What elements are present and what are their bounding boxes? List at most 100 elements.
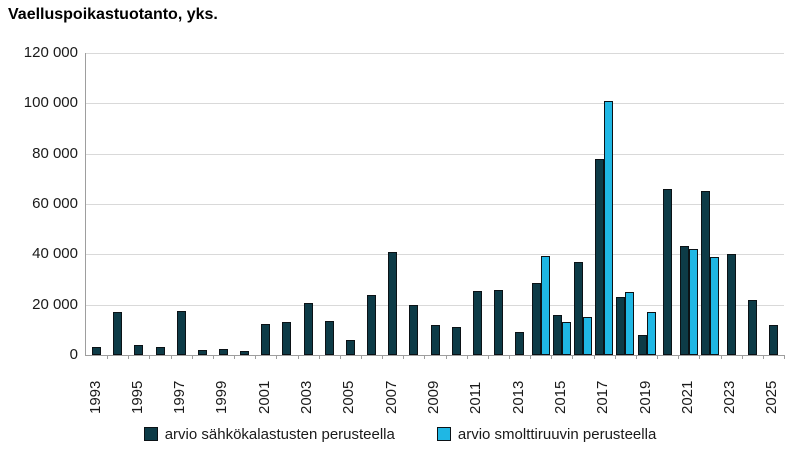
- bar-2019-electrofishing: [637, 334, 647, 355]
- x-axis-tick-label: 2013: [509, 380, 527, 414]
- legend-label: arvio smolttiruuvin perusteella: [457, 425, 657, 443]
- x-axis-tick: [551, 355, 553, 359]
- legend-label: arvio sähkökalastusten perusteella: [164, 425, 395, 443]
- bar-2021-electrofishing: [679, 245, 689, 355]
- x-axis-tick: [107, 355, 109, 359]
- y-axis-tick-label: 60 000: [32, 195, 78, 212]
- x-axis-tick-label: 2001: [255, 380, 273, 414]
- x-axis-tick: [445, 355, 447, 359]
- x-axis-tick-label: 1997: [171, 380, 189, 414]
- bar-2015-electrofishing: [552, 314, 562, 355]
- x-axis-tick: [212, 355, 214, 359]
- gridline: [86, 204, 784, 205]
- x-axis-tick-label: 2005: [340, 380, 358, 414]
- bar-2006-electrofishing: [367, 294, 377, 355]
- x-axis-tick: [635, 355, 637, 359]
- y-axis-tick-label: 20 000: [32, 295, 78, 313]
- x-axis-tick-label: 1993: [86, 380, 104, 414]
- x-axis-tick: [191, 355, 193, 359]
- bar-2023-electrofishing: [726, 254, 736, 355]
- x-axis-tick-label: 2019: [636, 380, 654, 414]
- bar-2017-electrofishing: [595, 158, 605, 355]
- gridline: [86, 103, 784, 105]
- bar-2008-electrofishing: [409, 304, 419, 355]
- x-axis-tick-label: 2009: [425, 380, 442, 414]
- x-axis-tick: [424, 355, 426, 359]
- bar-2016-smolt-trap: [583, 317, 593, 355]
- legend: arvio sähkökalastusten perusteella arvio …: [0, 422, 800, 446]
- bar-2022-smolt-trap: [709, 256, 719, 355]
- legend-item-smolt-trap: arvio smolttiruuvin perusteella: [436, 425, 657, 443]
- y-axis-tick-label: 80 000: [32, 144, 78, 162]
- legend-item-electrofishing: arvio sähkökalastusten perusteella: [143, 425, 395, 443]
- bar-2002-electrofishing: [282, 322, 292, 355]
- bar-1995-electrofishing: [134, 344, 144, 355]
- bar-2014-electrofishing: [531, 283, 541, 355]
- x-axis-tick: [720, 355, 722, 359]
- x-axis-tick: [360, 355, 362, 359]
- bar-1994-electrofishing: [113, 312, 123, 355]
- y-axis-tick-label: 40 000: [32, 245, 78, 263]
- x-axis-tick-label: 2023: [721, 380, 739, 414]
- x-axis-tick-label: 2025: [763, 380, 781, 414]
- x-axis-tick: [297, 355, 299, 359]
- bar-2016-electrofishing: [574, 261, 584, 355]
- bar-2010-electrofishing: [451, 327, 461, 355]
- plot-area: [85, 53, 785, 359]
- y-axis-tick-label: 0: [69, 346, 78, 363]
- bar-2024-electrofishing: [747, 299, 757, 355]
- x-axis-tick: [318, 355, 320, 359]
- x-axis-tick-label: 2007: [382, 380, 400, 414]
- x-axis-tick: [509, 355, 511, 359]
- bar-2018-electrofishing: [616, 297, 626, 355]
- x-axis-tick-label: 1999: [213, 380, 231, 414]
- bar-2004-electrofishing: [324, 321, 334, 355]
- x-axis-tick: [234, 355, 236, 359]
- bar-1998-electrofishing: [197, 349, 207, 355]
- x-axis-tick: [339, 355, 341, 359]
- bar-2003-electrofishing: [303, 303, 313, 355]
- x-axis-tick: [784, 355, 785, 359]
- bar-2012-electrofishing: [493, 289, 503, 355]
- x-axis-tick: [593, 355, 595, 359]
- bar-2001-electrofishing: [261, 323, 271, 355]
- gridline: [86, 304, 784, 306]
- bar-2021-smolt-trap: [688, 249, 698, 355]
- x-axis-tick: [128, 355, 130, 359]
- gridline: [86, 254, 784, 256]
- bar-2015-smolt-trap: [561, 322, 571, 355]
- bar-2025-electrofishing: [768, 324, 778, 355]
- legend-swatch-icon: [436, 427, 451, 441]
- x-axis-tick: [149, 355, 151, 359]
- x-axis-tick: [276, 355, 278, 359]
- bar-2014-smolt-trap: [540, 255, 550, 355]
- x-axis-tick-label: 2017: [594, 380, 612, 414]
- x-axis-tick-label: 2003: [298, 380, 316, 414]
- x-axis-tick: [403, 355, 405, 359]
- bar-2022-electrofishing: [700, 191, 710, 355]
- bar-2007-electrofishing: [388, 251, 398, 355]
- x-axis-tick: [255, 355, 257, 359]
- gridline: [86, 53, 784, 54]
- bar-2009-electrofishing: [430, 324, 440, 355]
- x-axis-tick-label: 2021: [678, 380, 696, 414]
- bar-2018-smolt-trap: [625, 292, 635, 355]
- bar-2011-electrofishing: [472, 290, 482, 355]
- bar-2019-smolt-trap: [646, 312, 656, 355]
- x-axis-tick: [762, 355, 764, 359]
- bar-2005-electrofishing: [345, 339, 355, 355]
- x-axis-tick: [487, 355, 489, 359]
- bar-2000-electrofishing: [240, 351, 250, 355]
- x-axis-tick: [572, 355, 574, 359]
- x-axis-tick: [699, 355, 701, 359]
- y-axis-tick-label: 120 000: [23, 44, 78, 61]
- bar-2020-electrofishing: [663, 188, 673, 355]
- x-axis-tick: [678, 355, 680, 359]
- bar-1999-electrofishing: [218, 348, 228, 355]
- y-axis-tick-label: 100 000: [23, 94, 78, 112]
- bar-2017-smolt-trap: [604, 100, 614, 355]
- gridline: [86, 153, 784, 155]
- x-axis-tick-label: 2015: [551, 380, 569, 414]
- chart-title: Vaelluspoikastuotanto, yks.: [8, 6, 218, 23]
